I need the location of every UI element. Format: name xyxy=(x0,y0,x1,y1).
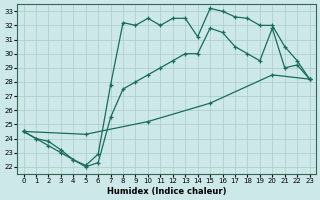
X-axis label: Humidex (Indice chaleur): Humidex (Indice chaleur) xyxy=(107,187,226,196)
